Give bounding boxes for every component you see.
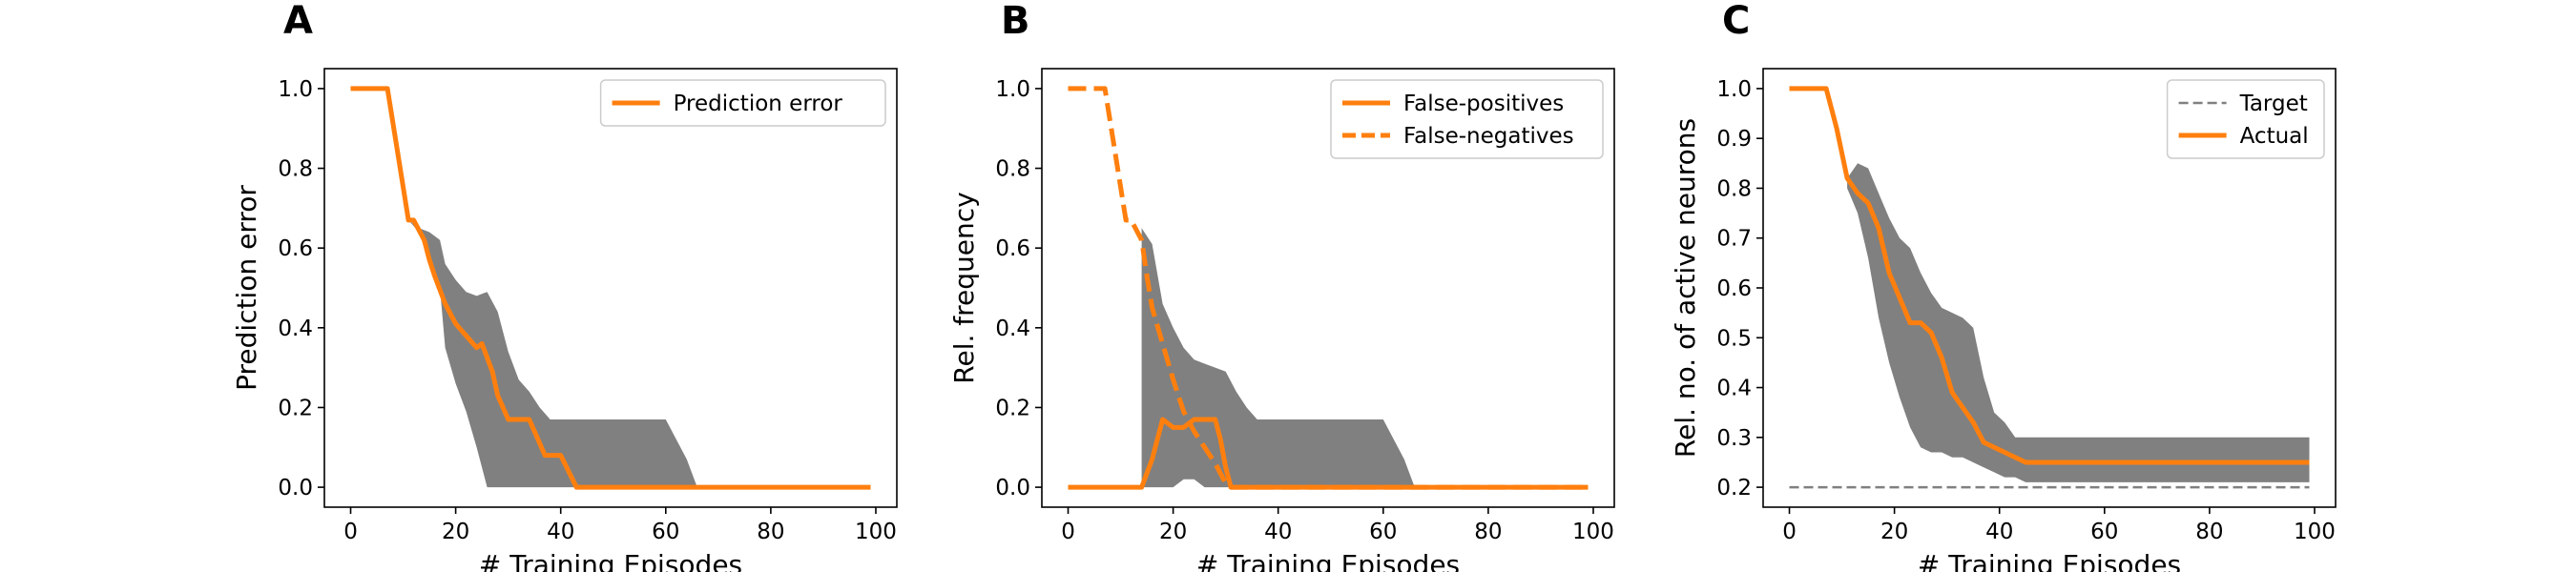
uncertainty-band	[1847, 163, 2310, 482]
series-line-false-negatives	[1068, 86, 1589, 490]
legend-label: Actual	[2240, 124, 2309, 149]
y-tick-label: 0.5	[1716, 326, 1752, 351]
y-tick-label: 0.0	[995, 476, 1030, 500]
x-tick-label: 60	[652, 520, 679, 544]
y-axis-label: Rel. frequency	[948, 192, 980, 383]
y-tick-label: 0.8	[278, 157, 313, 182]
y-tick-label: 0.8	[995, 157, 1030, 182]
x-tick-label: 0	[1061, 520, 1075, 544]
y-tick-label: 0.2	[278, 396, 313, 420]
y-tick-label: 0.6	[1716, 276, 1752, 301]
x-tick-label: 100	[855, 520, 897, 544]
x-tick-label: 100	[1572, 520, 1614, 544]
legend-label: Prediction error	[674, 92, 843, 116]
y-tick-label: 0.8	[1716, 176, 1752, 201]
uncertainty-band	[408, 219, 871, 488]
x-axis-label: # Training Episodes	[479, 549, 742, 572]
legend-label: False-negatives	[1403, 124, 1574, 149]
chart-panel-a: A 0 20 40 60 80 100 0.0 0.2 0.4 0.6 0.8 1.0 # Trainin…	[231, 0, 898, 572]
plot-frame	[323, 68, 898, 508]
y-tick-label: 0.2	[1716, 476, 1752, 500]
x-axis-label: # Training Episodes	[1196, 549, 1460, 572]
y-tick-label: 1.0	[995, 77, 1030, 102]
y-tick-label: 0.6	[278, 236, 313, 261]
y-tick-label: 0.4	[1716, 377, 1752, 401]
x-tick-label: 60	[2090, 520, 2118, 544]
y-tick-label: 0.4	[278, 317, 313, 341]
x-axis-label: # Training Episodes	[1918, 549, 2181, 572]
y-tick-label: 0.4	[995, 317, 1030, 341]
y-tick-label: 1.0	[1716, 77, 1752, 102]
legend: Target Actual	[2166, 79, 2325, 159]
x-tick-label: 80	[1474, 520, 1502, 544]
legend-box	[1330, 79, 1604, 159]
y-axis-label: Prediction error	[231, 185, 262, 391]
uncertainty-band	[1141, 228, 1589, 488]
x-tick-label: 20	[1880, 520, 1908, 544]
legend-box	[599, 79, 886, 127]
panel-label: A	[283, 0, 313, 43]
legend-box	[2166, 79, 2325, 159]
y-tick-label: 0.6	[995, 236, 1030, 261]
x-tick-label: 40	[1264, 520, 1292, 544]
plot-frame	[1041, 68, 1615, 508]
x-tick-label: 100	[2294, 520, 2336, 544]
panel-label: B	[1001, 0, 1030, 43]
x-tick-label: 80	[757, 520, 784, 544]
x-tick-label: 40	[547, 520, 574, 544]
y-axis-label: Rel. no. of active neurons	[1670, 118, 1701, 458]
x-tick-label: 60	[1369, 520, 1397, 544]
series-line-actual	[1789, 86, 2310, 465]
y-tick-label: 1.0	[278, 77, 313, 102]
legend-label: Target	[2239, 92, 2308, 116]
x-tick-label: 0	[343, 520, 358, 544]
chart-panel-c: C 0 20 40 60 80 100 0.2 0.3 0.4 0.5 0.6 0.7 0.8 0.9 1.0…	[1670, 0, 2337, 572]
legend-label: False-positives	[1403, 92, 1564, 116]
series-line-false-positives	[1068, 417, 1589, 490]
legend: Prediction error	[599, 79, 886, 127]
y-tick-label: 0.2	[995, 396, 1030, 420]
y-tick-label: 0.7	[1716, 227, 1752, 252]
y-tick-label: 0.0	[278, 476, 313, 500]
x-tick-label: 40	[1985, 520, 2013, 544]
x-tick-label: 0	[1782, 520, 1797, 544]
x-tick-label: 20	[1159, 520, 1187, 544]
x-tick-label: 20	[442, 520, 469, 544]
legend: False-positives False-negatives	[1330, 79, 1604, 159]
y-tick-label: 0.9	[1716, 127, 1752, 152]
chart-panel-b: B 0 20 40 60 80 100 0.0 0.2 0.4 0.6 0.8 1.0 # Trainin…	[948, 0, 1615, 572]
y-tick-label: 0.3	[1716, 426, 1752, 451]
x-tick-label: 80	[2195, 520, 2223, 544]
series-line-prediction-error	[350, 86, 871, 490]
panel-label: C	[1722, 0, 1750, 43]
